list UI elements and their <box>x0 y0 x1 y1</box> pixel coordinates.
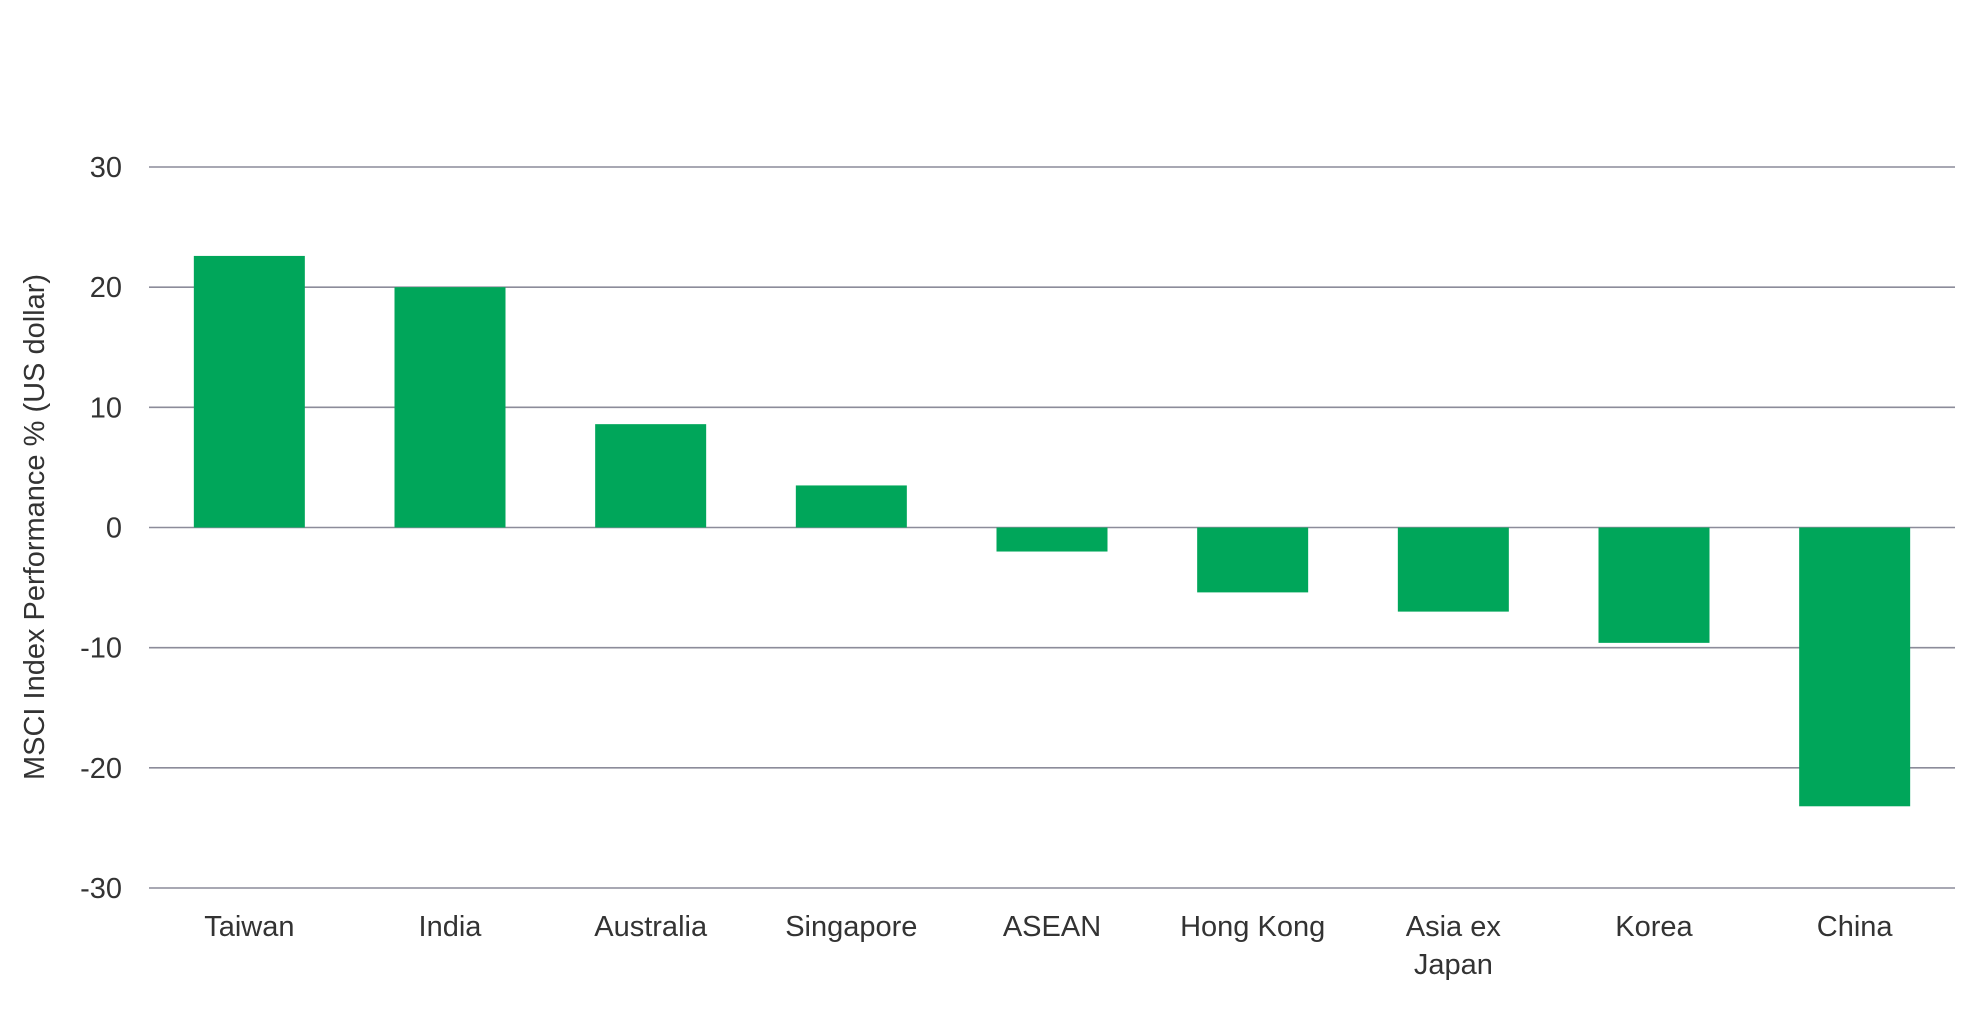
bar-korea <box>1598 527 1710 643</box>
x-axis-category-labels: Taiwan India Australia Singapore ASEAN Hong K… <box>204 911 1893 981</box>
bar-asean <box>996 527 1108 552</box>
x-tick-label-line: India <box>419 911 483 943</box>
bar-taiwan <box>193 255 305 528</box>
y-tick-label: -10 <box>80 633 122 665</box>
x-tick-label-singapore: Singapore <box>785 911 917 943</box>
bar-china <box>1799 527 1911 807</box>
x-tick-label-china: China <box>1817 911 1894 943</box>
x-tick-label-line: ASEAN <box>1003 911 1101 943</box>
y-tick-label: 10 <box>90 392 122 424</box>
x-tick-label-line: China <box>1817 911 1894 943</box>
x-tick-label-taiwan: Taiwan <box>204 911 294 943</box>
x-tick-label-hong-kong: Hong Kong <box>1180 911 1325 943</box>
x-tick-label-asia-ex-japan: Asia ex Japan <box>1406 911 1502 981</box>
y-tick-label: -30 <box>80 873 122 905</box>
bar-asia-ex-japan <box>1397 527 1509 612</box>
y-tick-label: -20 <box>80 753 122 785</box>
x-tick-label-line: Taiwan <box>204 911 294 943</box>
y-tick-label: 30 <box>90 152 122 184</box>
y-axis-label: MSCI Index Performance % (US dollar) <box>19 274 51 780</box>
x-tick-label-line: Hong Kong <box>1180 911 1325 943</box>
x-tick-label-line: Japan <box>1414 949 1493 981</box>
bar-hong-kong <box>1197 527 1309 593</box>
x-tick-label-line: Singapore <box>785 911 917 943</box>
x-tick-label-asean: ASEAN <box>1003 911 1101 943</box>
bar-india <box>394 287 506 528</box>
y-tick-label: 0 <box>106 513 122 545</box>
bar-australia <box>595 424 707 528</box>
bar-singapore <box>795 485 907 528</box>
y-axis-tick-labels: 30 20 10 0 -10 -20 -30 <box>80 152 122 905</box>
x-tick-label-line: Australia <box>594 911 708 943</box>
x-tick-label-india: India <box>419 911 483 943</box>
bars <box>193 255 1911 807</box>
x-tick-label-line: Korea <box>1615 911 1693 943</box>
x-tick-label-korea: Korea <box>1615 911 1693 943</box>
x-tick-label-line: Asia ex <box>1406 911 1502 943</box>
x-tick-label-australia: Australia <box>594 911 708 943</box>
y-tick-label: 20 <box>90 272 122 304</box>
